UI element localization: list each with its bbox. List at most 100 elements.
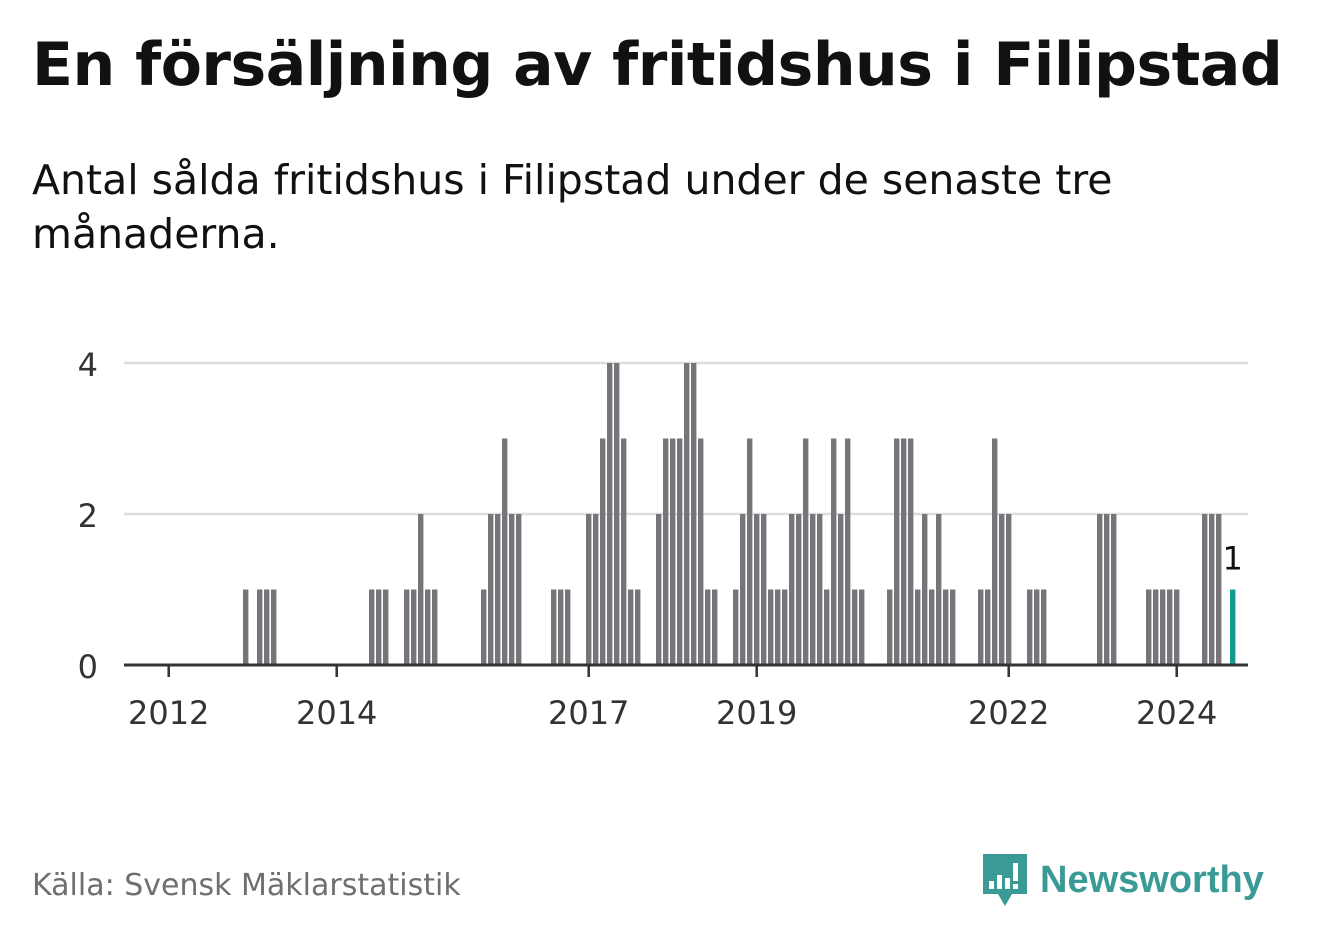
y-tick-label: 4 — [78, 346, 98, 384]
bar — [775, 589, 781, 665]
bar — [418, 514, 424, 665]
bar — [803, 438, 809, 665]
bar — [516, 514, 522, 665]
x-tick-label: 2014 — [296, 694, 377, 732]
bar — [1034, 589, 1040, 665]
bar — [943, 589, 949, 665]
x-tick-label: 2024 — [1136, 694, 1217, 732]
x-axis — [124, 663, 1248, 677]
bar — [845, 438, 851, 665]
bar — [705, 589, 711, 665]
bar — [677, 438, 683, 665]
bar — [621, 438, 627, 665]
bar — [1202, 514, 1208, 665]
bar — [929, 589, 935, 665]
bar — [1006, 514, 1012, 665]
bar — [635, 589, 641, 665]
bar — [271, 589, 277, 665]
x-tick-label: 2019 — [716, 694, 797, 732]
x-tick-label: 2012 — [128, 694, 209, 732]
bar — [1216, 514, 1222, 665]
bar — [1027, 589, 1033, 665]
bar — [761, 514, 767, 665]
bar — [264, 589, 270, 665]
bar — [817, 514, 823, 665]
bar — [684, 363, 690, 665]
bar — [488, 514, 494, 665]
tick-labels: 0 2 4 1 2012 2014 2017 2019 2022 2024 — [78, 346, 1243, 732]
bar — [502, 438, 508, 665]
bar — [411, 589, 417, 665]
newsworthy-logo: Newsworthy — [980, 850, 1264, 910]
bar — [824, 589, 830, 665]
bar — [593, 514, 599, 665]
bar — [376, 589, 382, 665]
bar — [992, 438, 998, 665]
bar — [1160, 589, 1166, 665]
bar — [586, 514, 592, 665]
bar — [754, 514, 760, 665]
bar — [509, 514, 515, 665]
bar — [1146, 589, 1152, 665]
bar — [558, 589, 564, 665]
bar — [404, 589, 410, 665]
y-tick-label: 2 — [78, 497, 98, 535]
bar — [810, 514, 816, 665]
bar — [656, 514, 662, 665]
bar — [838, 514, 844, 665]
bar-chart: 0 2 4 1 2012 2014 2017 2019 2022 2024 — [78, 346, 1248, 732]
bar — [670, 438, 676, 665]
bar — [999, 514, 1005, 665]
bar — [859, 589, 865, 665]
bar — [1041, 589, 1047, 665]
bar — [915, 589, 921, 665]
bar — [1097, 514, 1103, 665]
bar — [1174, 589, 1180, 665]
bar — [551, 589, 557, 665]
bar — [733, 589, 739, 665]
bar — [789, 514, 795, 665]
x-tick-label: 2022 — [968, 694, 1049, 732]
bar — [831, 438, 837, 665]
bar — [1153, 589, 1159, 665]
bar — [936, 514, 942, 665]
x-tick-label: 2017 — [548, 694, 629, 732]
source-note: Källa: Svensk Mäklarstatistik — [32, 868, 461, 903]
bar — [565, 589, 571, 665]
bar — [922, 514, 928, 665]
bar — [887, 589, 893, 665]
bar — [768, 589, 774, 665]
bar — [1209, 514, 1215, 665]
bar — [614, 363, 620, 665]
bar — [481, 589, 487, 665]
bars — [243, 363, 1236, 665]
bar — [425, 589, 431, 665]
bar — [782, 589, 788, 665]
bar — [740, 514, 746, 665]
bar — [796, 514, 802, 665]
bar — [628, 589, 634, 665]
bar — [978, 589, 984, 665]
bar — [1104, 514, 1110, 665]
y-tick-label: 0 — [78, 648, 98, 686]
bar — [908, 438, 914, 665]
highlight-bar — [1230, 589, 1236, 665]
bar — [747, 438, 753, 665]
bar — [1167, 589, 1173, 665]
bar — [600, 438, 606, 665]
bar — [257, 589, 263, 665]
bar — [852, 589, 858, 665]
bar — [432, 589, 438, 665]
bar — [243, 589, 249, 665]
chart-title: En försäljning av fritidshus i Filipstad — [32, 30, 1283, 100]
bar — [901, 438, 907, 665]
bar — [607, 363, 613, 665]
bar — [950, 589, 956, 665]
bar — [691, 363, 697, 665]
bar — [383, 589, 389, 665]
bar — [894, 438, 900, 665]
bar — [985, 589, 991, 665]
bar — [369, 589, 375, 665]
bar — [495, 514, 501, 665]
bar — [1111, 514, 1117, 665]
